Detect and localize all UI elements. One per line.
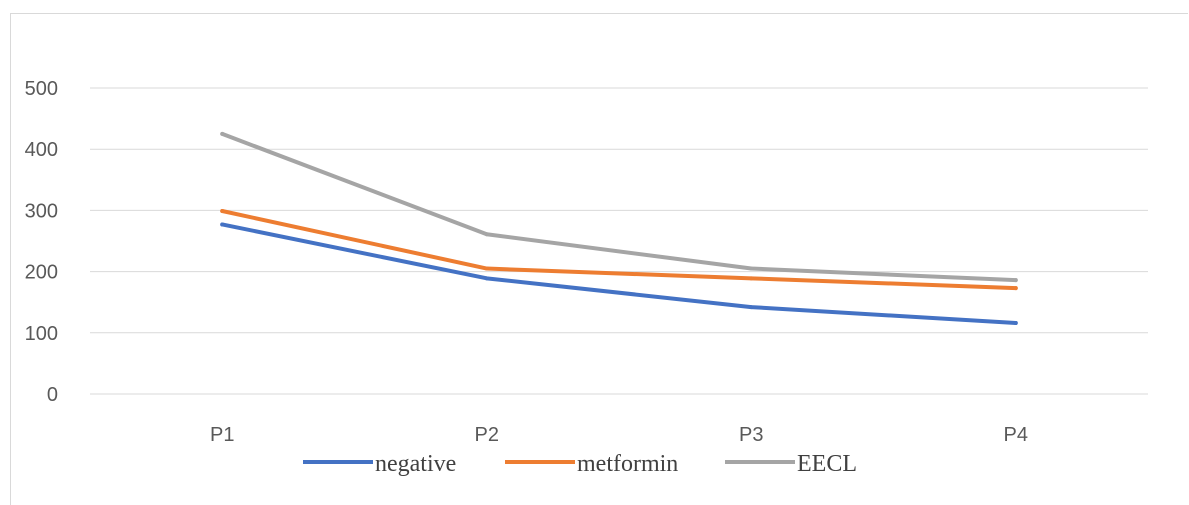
x-axis-tick-labels: P1 P2 P3 P4: [210, 424, 1028, 446]
gridlines: [90, 87, 1148, 395]
legend-label-metformin: metformin: [577, 451, 678, 477]
data-point-EECL-P3: [749, 266, 754, 271]
y-tick-label-500: 500: [25, 78, 58, 100]
legend-label-negative: negative: [375, 451, 456, 477]
y-tick-label-300: 300: [25, 200, 58, 222]
data-point-metformin-P1: [220, 209, 225, 214]
data-point-negative-P3: [749, 305, 754, 310]
data-point-EECL-P4: [1013, 278, 1018, 283]
data-point-negative-P1: [220, 222, 225, 227]
data-point-negative-P2: [484, 276, 489, 281]
series-lines: [220, 131, 1018, 326]
x-tick-label-P2: P2: [475, 424, 499, 446]
legend-label-EECL: EECL: [797, 451, 857, 477]
x-tick-label-P4: P4: [1004, 424, 1028, 446]
data-point-negative-P4: [1013, 321, 1018, 326]
x-tick-label-P3: P3: [739, 424, 763, 446]
y-tick-label-0: 0: [47, 384, 58, 406]
series-line-negative: [220, 222, 1018, 326]
y-tick-label-100: 100: [25, 323, 58, 345]
y-axis-tick-labels: 0 100 200 300 400 500: [25, 78, 58, 406]
series-line-EECL: [220, 131, 1018, 283]
chart-area: [10, 13, 1188, 505]
data-point-EECL-P1: [220, 131, 225, 136]
data-point-metformin-P2: [484, 266, 489, 271]
data-point-EECL-P2: [484, 232, 489, 237]
y-tick-label-200: 200: [25, 262, 58, 284]
data-point-metformin-P3: [749, 276, 754, 281]
x-tick-label-P1: P1: [210, 424, 234, 446]
y-tick-label-400: 400: [25, 139, 58, 161]
legend: negative metformin EECL: [303, 451, 857, 477]
series-line-metformin: [220, 209, 1018, 291]
data-point-metformin-P4: [1013, 286, 1018, 291]
